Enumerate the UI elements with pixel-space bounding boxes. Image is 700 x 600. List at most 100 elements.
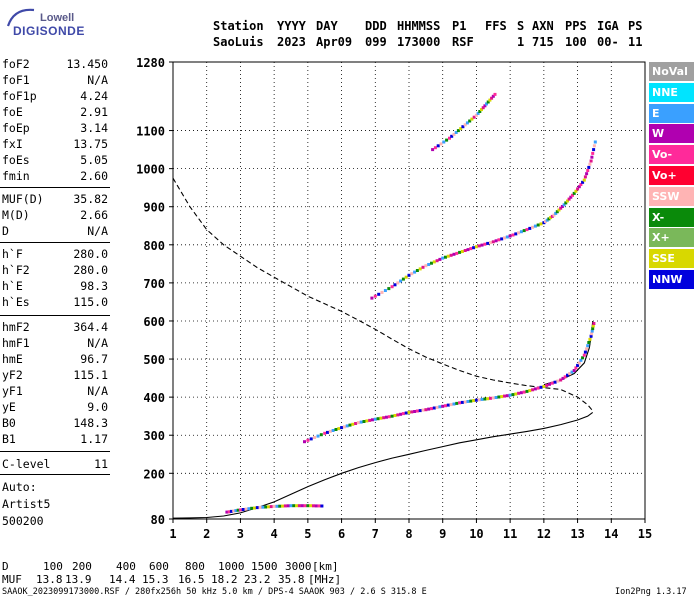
trace-point	[553, 380, 557, 384]
trace-point	[463, 249, 467, 252]
param-row-clevel: C-level 11	[2, 457, 108, 473]
trace-point	[382, 416, 386, 420]
trace-point	[505, 235, 509, 239]
param-row-yf2: yF2 115.1	[2, 368, 108, 384]
trace-point	[340, 426, 344, 430]
trace-point	[489, 396, 492, 400]
trace-point	[561, 376, 565, 380]
trace-point	[404, 275, 408, 279]
param-row-hes: h`Es 115.0	[2, 295, 108, 311]
muf-m-value: 13.8	[36, 573, 63, 586]
trace-point	[590, 329, 594, 333]
param-separator	[0, 315, 110, 316]
param-value: 98.3	[80, 279, 108, 293]
trace-point	[444, 255, 447, 259]
trace-point	[431, 148, 435, 152]
trace-point	[522, 390, 526, 394]
trace-point	[556, 379, 560, 383]
legend-item-x: X+	[649, 228, 694, 248]
param-name: C-level	[2, 457, 51, 471]
trace-point	[362, 420, 366, 423]
trace-point	[393, 283, 397, 287]
param-value: 280.0	[73, 247, 108, 261]
muf-d-value: 100	[43, 560, 63, 573]
header-col-label: PPS	[565, 19, 587, 33]
trace-point	[491, 94, 495, 98]
param-value: N/A	[87, 73, 108, 87]
trace-point	[441, 404, 445, 408]
param-row-md: M(D) 2.66	[2, 208, 108, 224]
x-tick-label: 12	[537, 527, 551, 541]
trace-point	[309, 504, 313, 508]
trace-point	[536, 386, 540, 390]
muf-d-value: 800	[185, 560, 205, 573]
y-tick-label: 1100	[136, 125, 165, 139]
muf-m-value: 16.5	[178, 573, 205, 586]
trace-point	[258, 505, 262, 509]
trace-point	[373, 417, 377, 421]
x-tick-label: 13	[570, 527, 584, 541]
trace-point	[432, 260, 436, 264]
trace-point	[427, 263, 431, 266]
param-row-hmf1: hmF1 N/A	[2, 336, 108, 352]
x-tick-label: 10	[469, 527, 483, 541]
param-value: 2.91	[80, 105, 108, 119]
trace-point	[528, 226, 532, 230]
trace-point	[550, 381, 554, 385]
param-name: h`E	[2, 279, 23, 293]
param-value: 35.82	[73, 192, 108, 206]
trace-point	[466, 400, 470, 403]
x-tick-label: 14	[604, 527, 618, 541]
trace-point	[292, 504, 296, 508]
trace-point	[472, 399, 476, 403]
trace-point	[548, 382, 551, 386]
trace-point	[424, 408, 428, 412]
param-value: N/A	[87, 224, 108, 238]
trace-point	[590, 155, 594, 159]
trace-point	[494, 239, 498, 243]
trace-point	[430, 407, 433, 411]
muf-m-value: 13.9	[65, 573, 92, 586]
y-tick-label: 200	[143, 467, 165, 481]
trace-point	[297, 504, 301, 508]
header-col-label: S	[517, 19, 525, 33]
trace-point	[387, 415, 391, 419]
trace-point	[410, 272, 414, 276]
param-row-fmin: fmin 2.60	[2, 169, 108, 185]
param-value: 11	[94, 457, 108, 471]
trace-point	[379, 416, 383, 420]
trace-point	[474, 113, 478, 117]
trace-point	[316, 434, 320, 438]
trace-point	[503, 236, 506, 240]
param-row-mufd: MUF(D) 35.82	[2, 192, 108, 208]
trace-point	[585, 172, 589, 176]
param-name: hmE	[2, 352, 23, 366]
muf-m-value: 14.4	[109, 573, 136, 586]
trace-point	[508, 234, 512, 238]
trace-point	[450, 134, 454, 138]
trace-point	[503, 394, 506, 398]
trace-point	[572, 191, 576, 195]
trace-point	[555, 210, 559, 214]
param-value: 13.75	[73, 137, 108, 151]
trace-point	[514, 392, 518, 396]
param-value: 148.3	[73, 416, 108, 430]
trace-point	[494, 396, 498, 399]
trace-point	[275, 504, 279, 508]
param-value: 3.14	[80, 121, 108, 135]
trace-point	[550, 214, 554, 218]
trace-point	[313, 436, 317, 439]
param-row-hmf2: hmF2 364.4	[2, 320, 108, 336]
trace-point	[514, 232, 518, 236]
trace-point	[486, 241, 490, 245]
header-col-value: Apr09	[316, 35, 353, 49]
trace-point	[486, 397, 490, 401]
trace-point	[448, 136, 451, 140]
trace-point	[460, 400, 464, 404]
y-tick-label: 1280	[136, 56, 165, 70]
trace-point	[449, 403, 453, 407]
trace-point	[441, 256, 445, 260]
param-value: 1.17	[80, 432, 108, 446]
trace-point	[323, 431, 327, 435]
